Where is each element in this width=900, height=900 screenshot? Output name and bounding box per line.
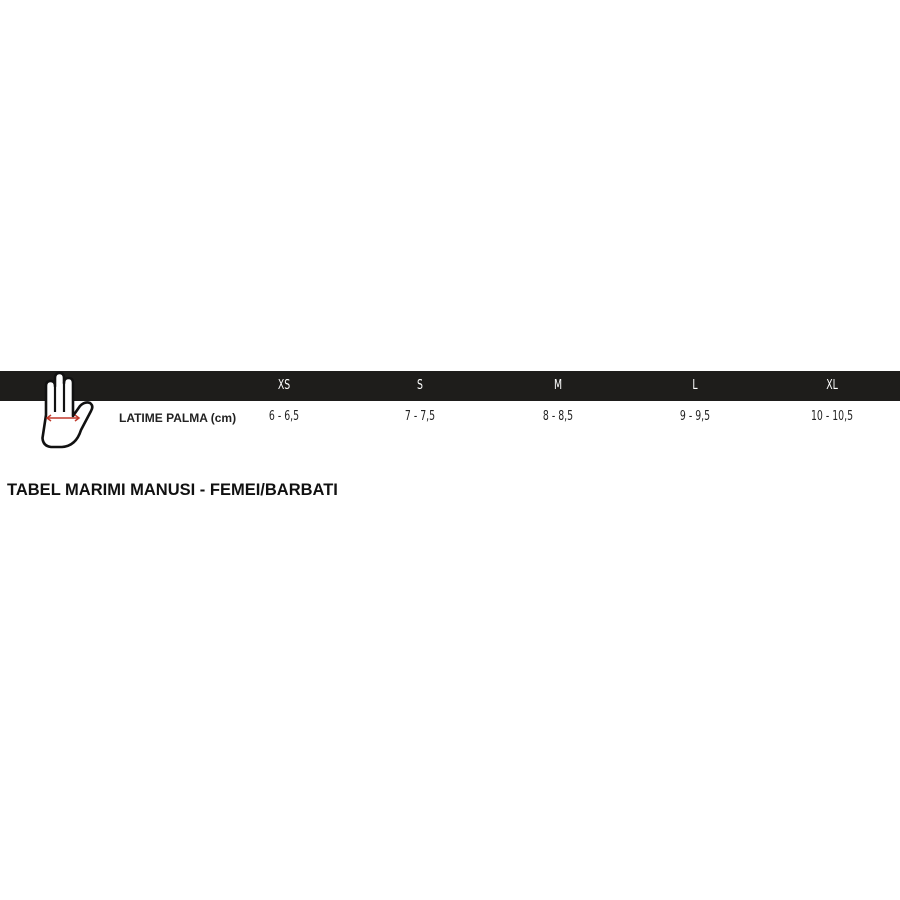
size-l-value: 9 - 9,5 (679, 409, 711, 424)
size-xs-header: XS (277, 378, 291, 393)
size-m-value: 8 - 8,5 (542, 409, 574, 424)
page-title: TABEL MARIMI MANUSI - FEMEI/BARBATI (7, 481, 338, 499)
hand-palm-width-icon (41, 371, 94, 449)
palm-width-label: LATIME PALMA (cm) (119, 411, 237, 425)
size-header-bar (0, 371, 900, 401)
size-m-header: M (553, 378, 563, 393)
size-xl-value: 10 - 10,5 (810, 409, 854, 424)
size-s-header: S (417, 378, 423, 393)
size-s-value: 7 - 7,5 (404, 409, 436, 424)
size-l-header: L (692, 378, 698, 393)
size-xs-value: 6 - 6,5 (268, 409, 300, 424)
size-xl-header: XL (826, 378, 838, 393)
